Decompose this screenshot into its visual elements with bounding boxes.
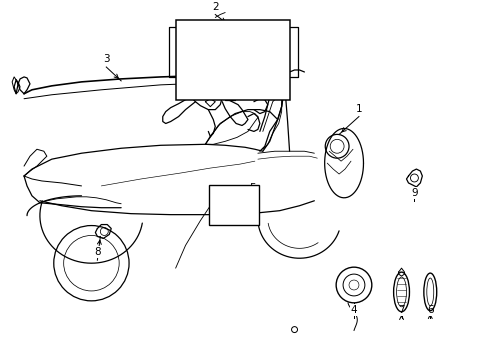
Text: 5: 5 bbox=[249, 183, 256, 193]
FancyBboxPatch shape bbox=[175, 21, 289, 100]
Text: 6: 6 bbox=[426, 305, 433, 315]
Text: 8: 8 bbox=[94, 247, 101, 257]
Text: 3: 3 bbox=[103, 54, 109, 64]
Text: 4: 4 bbox=[350, 305, 357, 315]
FancyBboxPatch shape bbox=[209, 185, 258, 225]
Text: 9: 9 bbox=[410, 188, 417, 198]
Text: 7: 7 bbox=[397, 305, 404, 315]
Text: 2: 2 bbox=[211, 1, 218, 12]
Text: 1: 1 bbox=[355, 104, 362, 114]
